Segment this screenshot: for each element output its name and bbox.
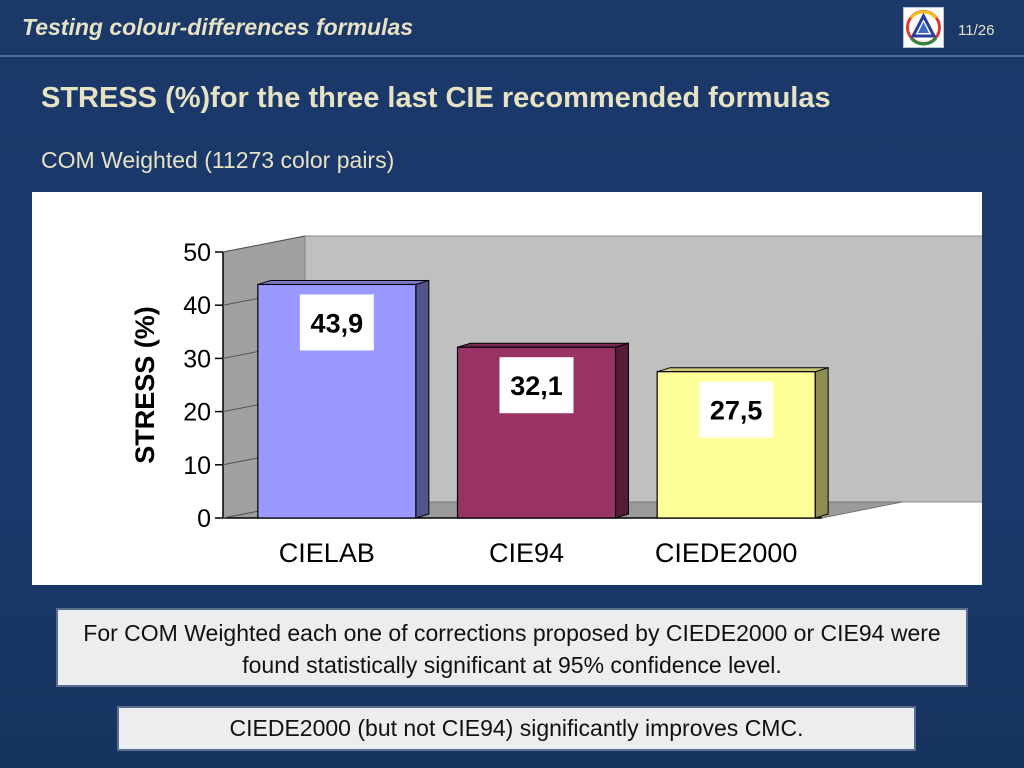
note-cmc: CIEDE2000 (but not CIE94) significantly … xyxy=(117,706,916,751)
bar-CIELAB xyxy=(257,283,417,519)
y-tick-label: 40 xyxy=(183,292,211,320)
chart-panel: 0 10 20 30 40 50 STRESS (%) 43,9 CIELAB 32,1 CIE94… xyxy=(32,192,982,585)
data-label: 43,9 xyxy=(311,308,364,338)
y-gridline-side xyxy=(222,235,306,253)
page-number: 11/26 xyxy=(958,22,995,39)
slide-subtitle: COM Weighted (11273 color pairs) xyxy=(41,147,395,173)
data-label-box xyxy=(699,381,774,438)
bar-side-CIELAB xyxy=(415,279,430,519)
bar-side-CIEDE2000 xyxy=(814,367,829,519)
note-significance: For COM Weighted each one of corrections… xyxy=(56,608,968,687)
y-tick-label: 0 xyxy=(197,505,211,533)
x-category-label: CIEDE2000 xyxy=(655,538,798,568)
bar-side-CIE94 xyxy=(615,342,629,519)
data-label: 27,5 xyxy=(710,396,763,426)
x-category-label: CIELAB xyxy=(279,538,375,568)
y-tick-label: 20 xyxy=(183,399,211,427)
bar-top-CIE94 xyxy=(457,342,629,348)
y-tick-label: 50 xyxy=(183,239,211,267)
logo-icon xyxy=(903,7,944,48)
data-label-box xyxy=(299,294,374,351)
data-label-box xyxy=(499,357,574,414)
stress-bar-chart: 0 10 20 30 40 50 STRESS (%) 43,9 CIELAB 32,1 CIE94… xyxy=(130,235,982,568)
y-tick-label: 30 xyxy=(183,345,211,373)
y-axis-title: STRESS (%) xyxy=(130,306,160,464)
header-title: Testing colour-differences formulas xyxy=(22,14,414,40)
header-rule xyxy=(0,55,1024,57)
x-category-label: CIE94 xyxy=(489,538,564,568)
y-tick-label: 10 xyxy=(183,452,211,480)
data-label: 32,1 xyxy=(510,371,563,401)
bar-top-CIELAB xyxy=(257,279,429,285)
slide-title: STRESS (%)for the three last CIE recomme… xyxy=(41,82,831,114)
